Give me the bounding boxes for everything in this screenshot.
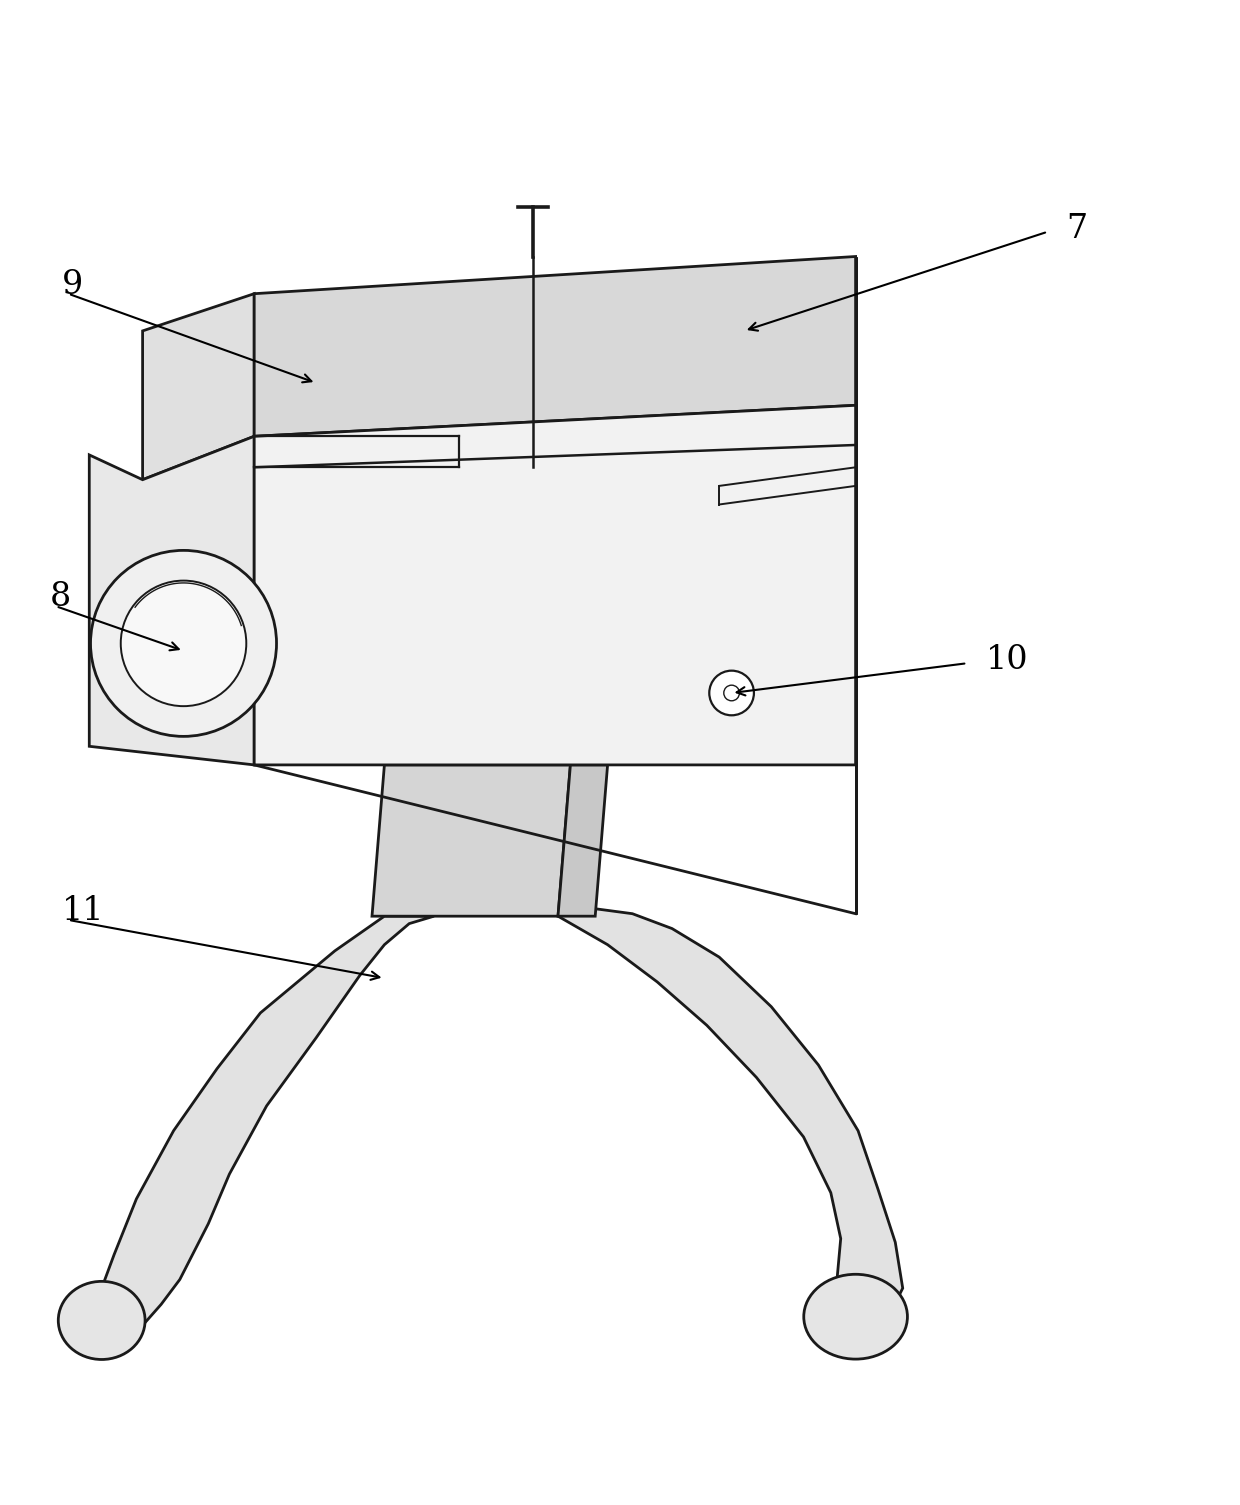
Ellipse shape xyxy=(91,551,277,736)
Polygon shape xyxy=(558,909,903,1326)
Polygon shape xyxy=(97,917,434,1333)
Polygon shape xyxy=(254,256,856,436)
Text: 7: 7 xyxy=(1066,212,1087,245)
Text: 9: 9 xyxy=(62,269,83,301)
Polygon shape xyxy=(558,765,608,917)
Ellipse shape xyxy=(709,671,754,715)
Polygon shape xyxy=(254,405,856,765)
Text: 10: 10 xyxy=(986,644,1028,676)
Ellipse shape xyxy=(804,1275,908,1359)
Ellipse shape xyxy=(120,581,247,706)
Polygon shape xyxy=(143,293,254,480)
Polygon shape xyxy=(372,765,570,917)
Polygon shape xyxy=(89,436,254,765)
Ellipse shape xyxy=(724,685,739,701)
Ellipse shape xyxy=(58,1281,145,1359)
Text: 11: 11 xyxy=(62,895,104,927)
Text: 8: 8 xyxy=(50,581,71,613)
